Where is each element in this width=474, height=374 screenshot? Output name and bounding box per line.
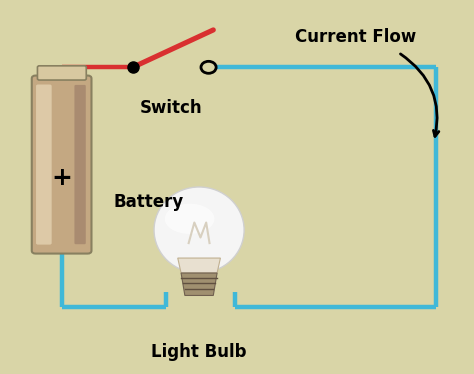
FancyBboxPatch shape [36,85,52,245]
FancyBboxPatch shape [37,66,86,80]
FancyBboxPatch shape [74,85,86,244]
Text: Switch: Switch [139,99,202,117]
Text: +: + [51,166,72,190]
Ellipse shape [165,204,214,234]
Circle shape [201,61,216,73]
Text: Battery: Battery [114,193,184,211]
Polygon shape [181,273,217,295]
FancyBboxPatch shape [32,76,91,254]
Polygon shape [178,258,220,273]
Text: Current Flow: Current Flow [295,28,416,46]
Ellipse shape [154,187,244,273]
Text: Light Bulb: Light Bulb [151,343,247,361]
